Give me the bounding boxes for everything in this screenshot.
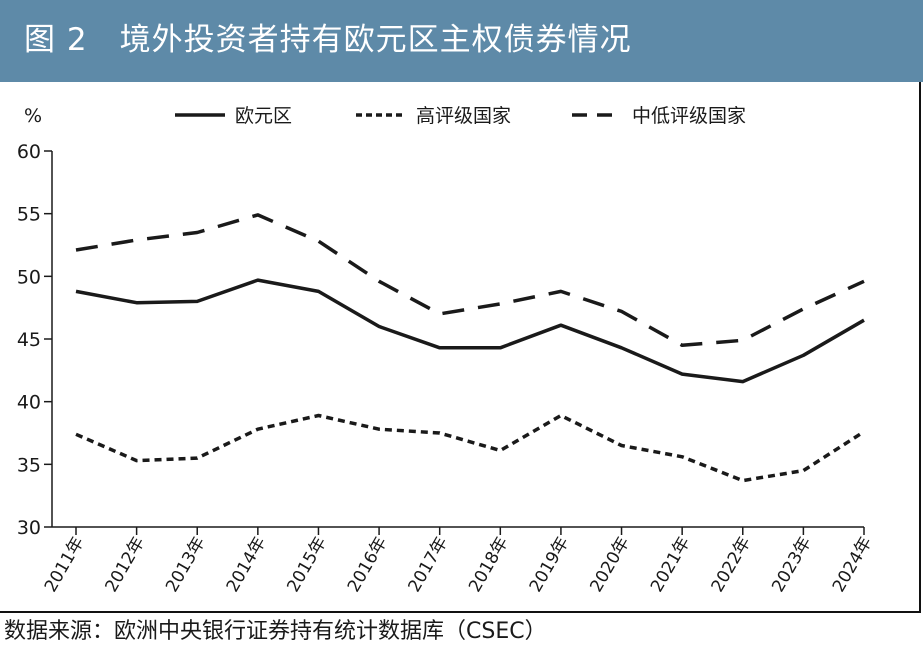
x-tick-label: 2015年	[283, 534, 330, 596]
legend-label: 高评级国家	[416, 105, 511, 127]
x-tick-label: 2020年	[586, 534, 633, 596]
x-tick-label: 2023年	[768, 534, 815, 596]
x-tick-label: 2013年	[162, 534, 209, 596]
y-tick-label: 30	[17, 517, 41, 539]
x-tick-label: 2021年	[647, 534, 694, 596]
title-bar: 图 2 境外投资者持有欧元区主权债券情况	[0, 0, 923, 82]
y-unit-label: %	[24, 105, 42, 127]
y-tick-label: 40	[17, 392, 41, 414]
y-tick-label: 55	[17, 204, 41, 226]
series-line-高评级国家	[75, 413, 865, 483]
x-axis: 2011年 2012年 2013年 2014年 2015年 2016年 2017年 2018年…	[41, 526, 876, 596]
x-tick-label: 2012年	[101, 534, 148, 596]
figure-title: 图 2 境外投资者持有欧元区主权债券情况	[24, 22, 632, 58]
y-axis: 30 35 40 45 50 55 60%	[17, 105, 53, 539]
series-line-中低评级国家	[75, 213, 865, 348]
line-chart: 30 35 40 45 50 55 60% 2011年 2012年 2013年 2014年 2015…	[17, 105, 877, 596]
y-tick-label: 50	[17, 266, 41, 288]
x-tick-label: 2022年	[708, 534, 755, 596]
legend: 欧元区 高评级国家 中低评级国家	[175, 105, 746, 127]
x-tick-label: 2019年	[526, 534, 573, 596]
series-lines	[75, 213, 865, 483]
legend-label: 欧元区	[235, 105, 292, 127]
x-tick-label: 2018年	[465, 534, 512, 596]
legend-label: 中低评级国家	[632, 105, 746, 127]
series-line-欧元区	[75, 278, 865, 384]
x-tick-label: 2014年	[223, 534, 270, 596]
x-tick-label: 2016年	[344, 534, 391, 596]
y-tick-label: 35	[17, 454, 41, 476]
x-tick-label: 2017年	[405, 534, 452, 596]
x-tick-label: 2011年	[41, 534, 88, 596]
chart-frame: 30 35 40 45 50 55 60% 2011年 2012年 2013年 2014年 2015…	[0, 82, 921, 613]
y-tick-label: 60	[17, 141, 41, 163]
x-tick-label: 2024年	[829, 534, 876, 596]
y-tick-label: 45	[17, 329, 41, 351]
source-note: 数据来源：欧洲中央银行证券持有统计数据库（CSEC）	[4, 619, 547, 644]
